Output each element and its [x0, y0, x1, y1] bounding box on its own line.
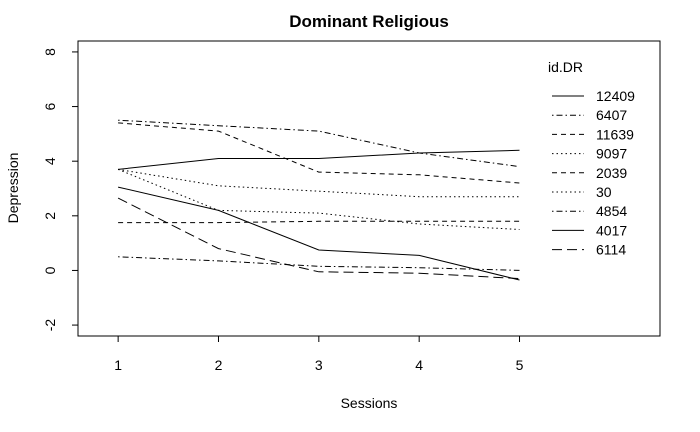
y-tick-label-8: 8	[42, 48, 58, 56]
legend-label-11639: 11639	[596, 126, 634, 142]
y-tick-label-2: 2	[42, 212, 58, 220]
plot-frame	[77, 40, 661, 337]
legend-label-4017: 4017	[596, 222, 627, 238]
y-tick-label--2: -2	[42, 319, 58, 332]
y-axis-label: Depression	[5, 153, 21, 224]
x-tick-label-1: 1	[114, 357, 122, 373]
series-line-4017	[117, 186, 520, 281]
y-axis: -2 0 2 4 6 8	[42, 48, 78, 331]
y-tick-label-6: 6	[42, 102, 58, 110]
series-line-2039	[118, 220, 520, 224]
legend-label-2039: 2039	[596, 165, 627, 181]
series-line-6407	[118, 119, 520, 168]
legend-label-4854: 4854	[596, 203, 627, 219]
series-layer	[117, 119, 520, 281]
x-tick-label-2: 2	[215, 357, 223, 373]
legend-label-6407: 6407	[596, 107, 627, 123]
series-line-11639	[118, 122, 520, 184]
legend-label-9097: 9097	[596, 146, 627, 162]
series-line-9097	[118, 168, 520, 198]
y-tick-label-0: 0	[42, 266, 58, 274]
legend: id.DR 12409 6407 11639 9097 2039 30 4854 4017 61…	[548, 59, 635, 258]
series-line-6114	[117, 197, 520, 280]
legend-label-6114: 6114	[596, 242, 626, 258]
x-tick-label-4: 4	[415, 357, 423, 373]
legend-title: id.DR	[548, 59, 583, 75]
y-tick-label-4: 4	[42, 157, 58, 165]
legend-label-30: 30	[596, 184, 612, 200]
chart-title: Dominant Religious	[289, 12, 449, 31]
x-tick-label-3: 3	[315, 357, 323, 373]
series-line-30	[117, 168, 520, 230]
series-line-4854	[118, 256, 520, 271]
legend-label-12409: 12409	[596, 88, 635, 104]
x-tick-label-5: 5	[516, 357, 524, 373]
x-axis-label: Sessions	[341, 395, 398, 411]
series-line-12409	[118, 149, 520, 170]
x-axis: 1 2 3 4 5	[114, 336, 524, 373]
